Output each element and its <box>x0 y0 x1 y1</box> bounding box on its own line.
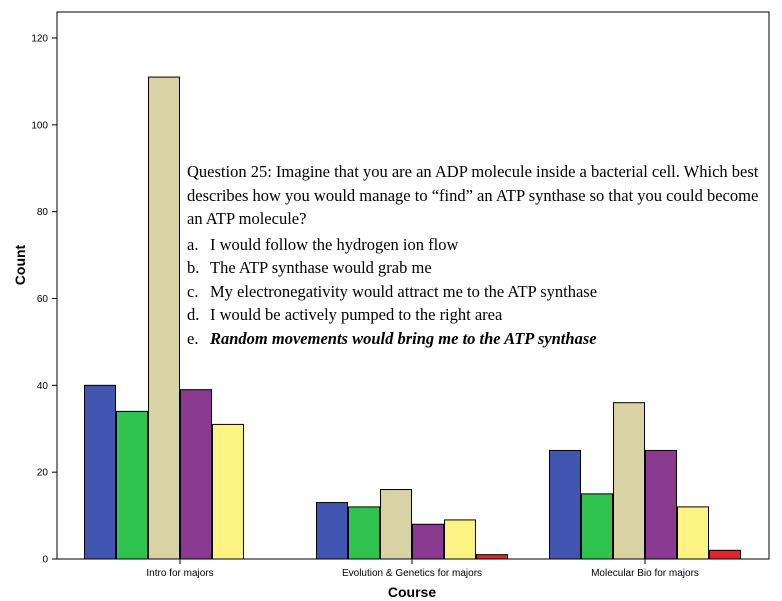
y-axis: 0 20 40 60 80 100 120 <box>31 34 57 566</box>
answer-option-e: e. Random movements would bring me to th… <box>187 327 777 351</box>
y-tick-label: 0 <box>42 555 48 566</box>
option-text: My electronegativity would attract me to… <box>210 281 598 301</box>
x-tick-label: Molecular Bio for majors <box>591 568 699 579</box>
option-letter: d. <box>187 305 200 324</box>
bar-2-series-2 <box>348 506 380 560</box>
x-axis: Intro for majors Evolution & Genetics for… <box>146 559 699 579</box>
option-text: I would follow the hydrogen ion flow <box>210 234 459 254</box>
answer-option-c: c. My electronegativity would attract me… <box>187 280 777 304</box>
y-tick-label: 60 <box>37 294 49 305</box>
x-tick-label: Evolution & Genetics for majors <box>342 568 482 579</box>
bar-3-series-3 <box>613 402 645 560</box>
bar-3-series-6 <box>709 549 741 560</box>
bar-2-series-4 <box>412 523 444 560</box>
y-axis-title: Count <box>12 244 28 285</box>
bar-1-series-3 <box>148 76 180 560</box>
bar-2-series-1 <box>316 502 348 560</box>
answer-option-a: a. I would follow the hydrogen ion flow <box>187 233 777 257</box>
bar-1-series-2 <box>116 410 148 560</box>
y-tick-label: 100 <box>31 120 48 131</box>
bar-3-series-4 <box>645 449 677 560</box>
answer-options: a. I would follow the hydrogen ion flow … <box>187 233 777 351</box>
option-letter: c. <box>187 281 199 301</box>
answer-option-b: b. The ATP synthase would grab me <box>187 256 777 280</box>
bar-3-series-2 <box>581 493 613 560</box>
bar-3-series-5 <box>677 506 709 560</box>
question-annotation: Question 25: Imagine that you are an ADP… <box>187 160 777 350</box>
bar-3-series-1 <box>549 449 581 560</box>
bars <box>84 76 741 560</box>
bar-1-series-1 <box>84 384 116 560</box>
x-axis-title: Course <box>388 584 436 600</box>
option-text: Random movements would bring me to the A… <box>210 328 597 348</box>
option-letter: b. <box>187 258 200 277</box>
bar-2-series-5 <box>444 519 476 560</box>
bar-1-series-4 <box>180 389 212 560</box>
option-letter: a. <box>187 234 199 254</box>
option-text: I would be actively pumped to the right … <box>210 305 503 324</box>
option-letter: e. <box>187 328 199 348</box>
y-tick-label: 20 <box>37 468 49 479</box>
bar-2-series-3 <box>380 489 412 560</box>
option-text: The ATP synthase would grab me <box>210 258 432 277</box>
y-tick-label: 120 <box>31 34 48 45</box>
y-tick-label: 40 <box>37 381 49 392</box>
answer-option-d: d. I would be actively pumped to the rig… <box>187 303 777 327</box>
y-tick-label: 80 <box>37 207 49 218</box>
x-tick-label: Intro for majors <box>146 568 213 579</box>
bar-2-series-6 <box>476 554 508 560</box>
question-title: Question 25: Imagine that you are an ADP… <box>187 162 759 228</box>
bar-1-series-5 <box>212 423 244 560</box>
